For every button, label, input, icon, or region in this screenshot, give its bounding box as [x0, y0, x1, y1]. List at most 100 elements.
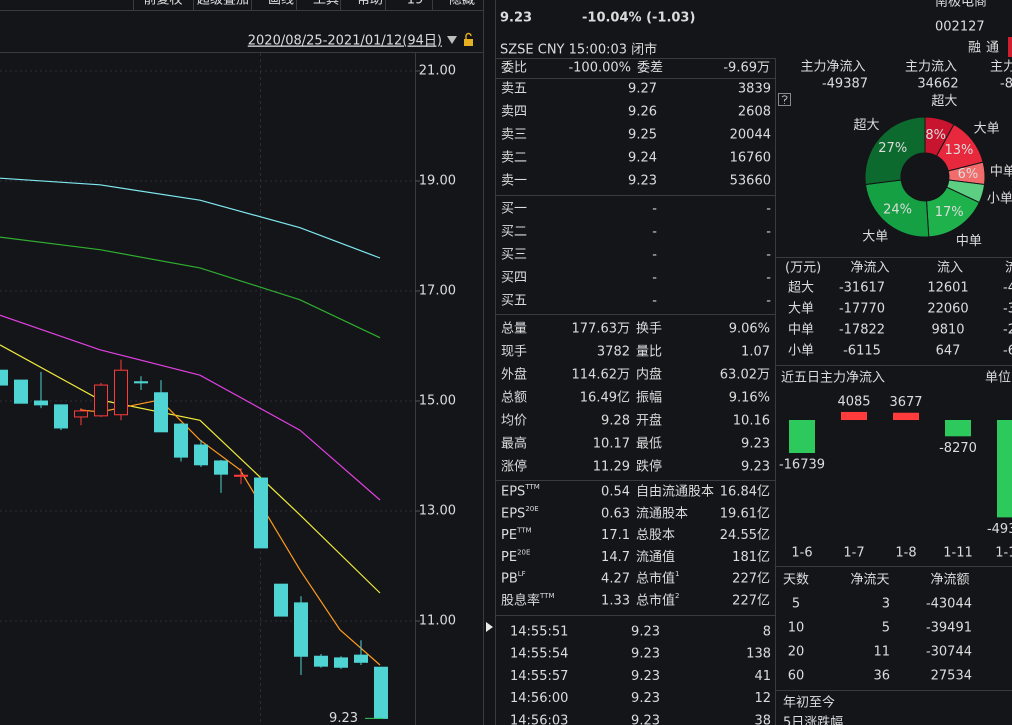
bar-value-label: 4085 — [837, 394, 870, 409]
date-range[interactable]: 2020/08/25-2021/01/12(94日) — [248, 34, 442, 49]
bid-volume: - — [766, 202, 771, 217]
collapse-arrow[interactable] — [486, 622, 493, 632]
toolbar-button[interactable]: 画线 — [268, 0, 294, 8]
pie-category: 中单 — [990, 165, 1012, 180]
y-tick-label: 13.00 — [419, 504, 456, 519]
table-header: 净流入 — [850, 261, 889, 276]
inflow: 647 — [936, 344, 961, 359]
stat-label: 振幅 — [636, 391, 662, 406]
bar-value-label: -16739 — [779, 458, 825, 473]
toolbar-button[interactable]: 隐藏 — [449, 0, 475, 8]
trade-price: 9.23 — [631, 691, 660, 706]
candle-body — [214, 460, 228, 475]
outflow: -44218 — [1003, 281, 1012, 296]
ask-price: 9.26 — [628, 105, 657, 120]
candle-body — [354, 654, 368, 663]
flag — [1008, 37, 1012, 57]
pie-category: 超大 — [853, 118, 879, 133]
candle-body — [374, 666, 388, 719]
bar — [789, 419, 815, 454]
label-sup: 20E — [525, 505, 538, 513]
label-sup: 20E — [517, 548, 530, 556]
row-label: 委比 — [501, 61, 527, 76]
bid-volume: - — [766, 271, 771, 286]
row-label: 买一 — [501, 202, 527, 217]
outflow: -6762 — [1003, 344, 1012, 359]
bar — [893, 412, 919, 420]
candle-body — [254, 477, 268, 549]
moving-average — [0, 177, 381, 259]
row-label: 买四 — [501, 271, 527, 286]
unit-label: 单位 — [985, 371, 1011, 386]
days: 10 — [788, 621, 805, 636]
fundamental-value: 14.7 — [601, 550, 630, 565]
ask-price: 9.27 — [628, 82, 657, 97]
trade-time: 14:56:03 — [510, 713, 568, 725]
bid-price: - — [652, 225, 657, 240]
trade-volume: 38 — [754, 713, 771, 725]
tag[interactable]: 通 — [986, 41, 999, 56]
pie-value-label: 24% — [883, 203, 912, 218]
inflow-days: 11 — [873, 645, 890, 660]
toolbar-button[interactable]: 工具 — [313, 0, 339, 8]
pie-value-label: 13% — [945, 143, 974, 158]
fundamental-label: 总股本 — [636, 528, 675, 543]
fundamental-value: 4.27 — [601, 572, 630, 587]
y-tick-label: 19.00 — [419, 173, 456, 188]
label-sup: TTM — [539, 592, 554, 600]
fundamental-value: 227亿 — [732, 594, 770, 609]
candle-body — [194, 444, 208, 466]
bar — [945, 419, 971, 437]
candle-body — [0, 369, 8, 386]
fundamental-label: 总市值1 — [636, 570, 679, 587]
label: -9.69万 — [723, 61, 770, 76]
net-flow: -17770 — [839, 302, 885, 317]
stat-label: 最低 — [636, 437, 662, 452]
toolbar-button[interactable]: 19 — [407, 0, 424, 8]
flow-value: -84049 — [1000, 77, 1012, 92]
ask-volume: 2608 — [738, 105, 771, 120]
tag[interactable]: 融 — [968, 41, 981, 56]
range-dropdown[interactable] — [447, 36, 457, 44]
stat-value: 9.23 — [741, 460, 770, 475]
table-header: 净流天 — [850, 573, 889, 588]
fundamental-value: 17.1 — [601, 528, 630, 543]
fundamental-value: 16.84亿 — [720, 485, 770, 500]
fundamental-value: 227亿 — [732, 572, 770, 587]
lock-icon[interactable] — [464, 39, 473, 46]
row-label: 大单 — [788, 302, 814, 317]
fundamental-label: 自由流通股本 — [636, 485, 714, 500]
table-header: 天数 — [783, 573, 809, 588]
label-sup: TTM — [524, 483, 539, 491]
row-label: 买三 — [501, 248, 527, 263]
stat-value: 16.49亿 — [580, 391, 630, 406]
net-amount: 27534 — [931, 669, 972, 684]
stat-label: 跌停 — [636, 459, 662, 475]
label-sup: LF — [518, 570, 526, 578]
stat-label: 换手 — [636, 322, 662, 337]
ask-volume: 53660 — [730, 174, 771, 189]
candle-body — [74, 410, 88, 418]
fundamental-value: 24.55亿 — [720, 528, 770, 543]
inflow: 22060 — [927, 302, 968, 317]
pie-value-label: 27% — [878, 141, 907, 156]
candle-body — [154, 392, 168, 433]
trade-volume: 12 — [754, 691, 771, 706]
days: 60 — [788, 669, 805, 684]
toolbar-button[interactable]: 帮助 — [357, 0, 383, 8]
help-button[interactable] — [778, 93, 791, 106]
candle-body — [274, 583, 288, 617]
row-label: 卖三 — [501, 128, 527, 143]
toolbar-button[interactable]: 超级叠加 — [197, 0, 249, 8]
fundamental-value: 1.33 — [601, 594, 630, 609]
net-amount: -39491 — [926, 621, 972, 636]
trade-time: 14:55:54 — [510, 647, 568, 662]
trade-time: 14:55:57 — [510, 669, 568, 684]
candle-body — [14, 379, 28, 404]
footer-label: 5日涨跌幅 — [783, 715, 843, 725]
toolbar-button[interactable]: 前复权 — [143, 0, 182, 8]
candle-body — [334, 657, 348, 668]
chart-title: 近五日主力净流入 — [781, 371, 885, 386]
x-tick-label: 1-7 — [843, 546, 864, 561]
